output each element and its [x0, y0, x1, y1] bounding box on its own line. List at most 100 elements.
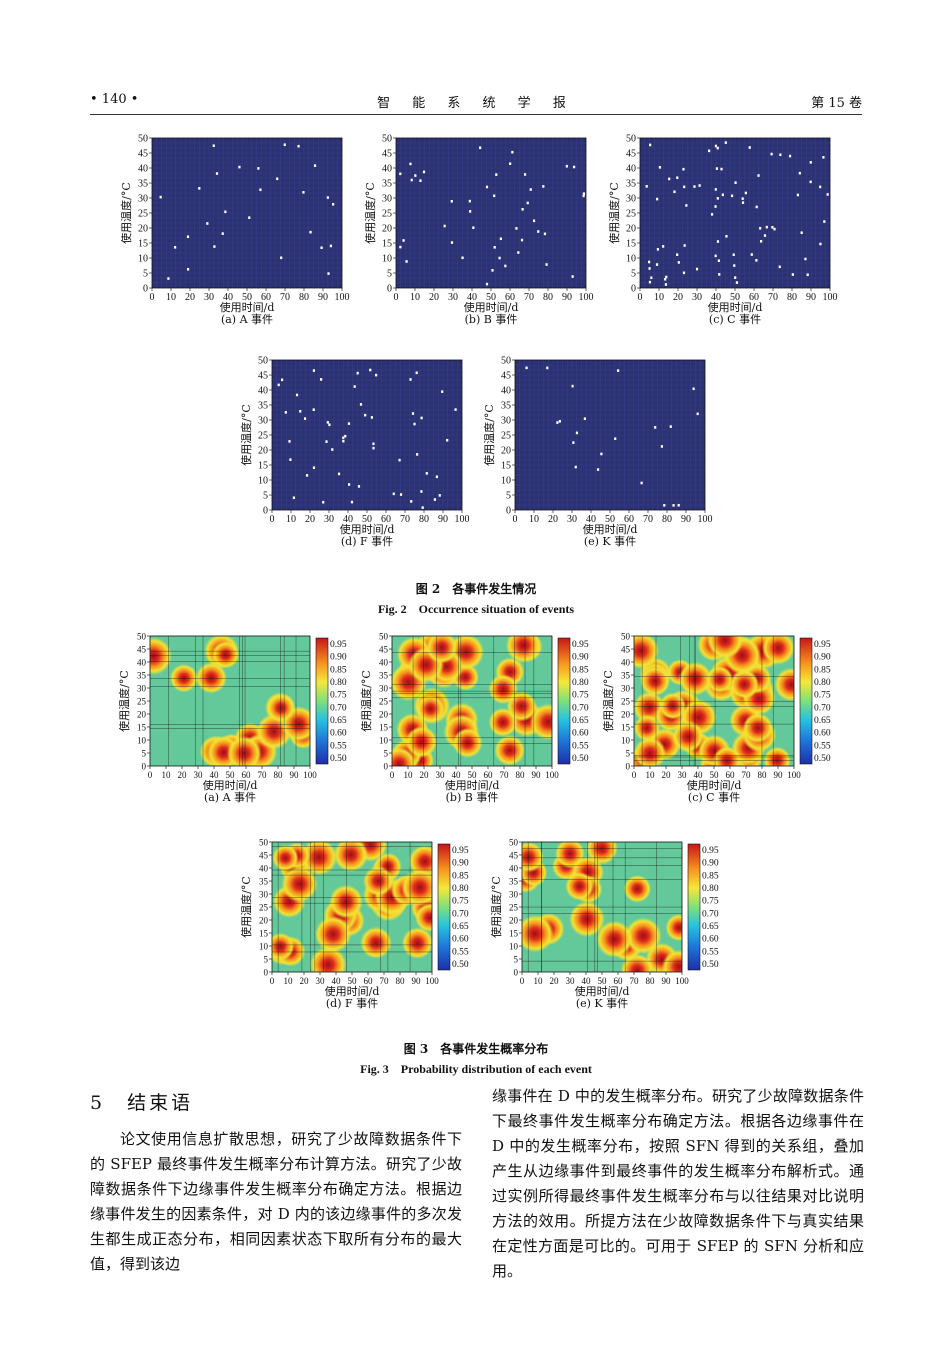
- x-tick-label: 40: [223, 292, 233, 303]
- occurrence-point: [733, 264, 736, 267]
- x-axis-label: 使用时间/d: [340, 523, 395, 536]
- x-tick-label: 70: [258, 770, 268, 780]
- probability-peak: [522, 842, 544, 873]
- y-axis-label: 使用温度/°C: [601, 670, 615, 732]
- occurrence-point: [655, 263, 659, 266]
- occurrence-point: [822, 156, 825, 159]
- probability-peak: [401, 927, 432, 959]
- occurrence-point: [755, 205, 758, 209]
- occurrence-point: [744, 191, 747, 195]
- y-tick-label: 0: [626, 762, 631, 772]
- probability-peak: [634, 737, 667, 766]
- occurrence-point: [332, 202, 335, 206]
- fig3-panel-d: 0 5 10 15 20 25 30 35 40 45 50 0 10 20 30 40 50 60 70 80 90 1…: [239, 838, 469, 1011]
- y-tick-label: 50: [509, 838, 519, 848]
- occurrence-point: [289, 458, 292, 461]
- fig2-panel-c: 0 5 10 15 20 25 30 35 40 45 50 0 10 20 30 40 50 60 70 80 90 1…: [607, 134, 838, 327]
- colorbar-tick-label: 0.60: [452, 935, 469, 945]
- occurrence-point: [804, 257, 807, 261]
- occurrence-point: [669, 425, 672, 428]
- occurrence-point: [493, 245, 496, 249]
- section-title: 5 结束语: [90, 1092, 194, 1114]
- y-tick-label: 15: [379, 723, 389, 733]
- colorbar-tick-label: 0.60: [330, 729, 347, 739]
- y-axis-label: 使用温度/°C: [607, 182, 621, 244]
- y-tick-label: 40: [258, 386, 268, 397]
- panel-label: (e) K 事件: [576, 997, 628, 1010]
- occurrence-point: [215, 172, 219, 175]
- occurrence-point: [614, 437, 617, 440]
- colorbar-tick-label: 0.70: [330, 703, 347, 713]
- y-tick-label: 15: [501, 461, 511, 472]
- probability-peak: [565, 871, 594, 901]
- x-tick-label: 10: [410, 292, 420, 303]
- occurrence-point: [259, 188, 262, 192]
- occurrence-point: [582, 192, 586, 195]
- x-tick-label: 40: [582, 976, 592, 986]
- header-rule: [90, 114, 862, 115]
- x-tick-label: 70: [630, 976, 640, 986]
- colorbar-tick-label: 0.85: [814, 665, 831, 675]
- y-tick-label: 5: [264, 955, 269, 965]
- x-tick-label: 20: [662, 770, 672, 780]
- y-tick-label: 15: [138, 239, 148, 250]
- x-tick-label: 100: [425, 976, 439, 986]
- fig3-caption-en: Fig. 3 Probability distribution of each …: [360, 1062, 592, 1076]
- occurrence-point: [582, 194, 585, 198]
- x-tick-label: 80: [662, 514, 672, 525]
- occurrence-point: [468, 199, 471, 203]
- probability-peak: [272, 844, 299, 872]
- occurrence-point: [364, 413, 367, 417]
- y-tick-label: 30: [626, 194, 636, 205]
- x-tick-label: 90: [412, 976, 422, 986]
- y-axis-label: 使用温度/°C: [119, 182, 133, 244]
- x-tick-label: 80: [516, 770, 526, 780]
- x-tick-label: 50: [468, 770, 478, 780]
- x-tick-label: 50: [605, 514, 615, 525]
- x-tick-label: 50: [486, 292, 496, 303]
- occurrence-point: [558, 419, 561, 423]
- occurrence-point: [654, 426, 657, 429]
- x-tick-label: 90: [532, 770, 542, 780]
- occurrence-point: [664, 283, 668, 286]
- x-tick-label: 30: [448, 292, 458, 303]
- y-tick-label: 45: [379, 645, 389, 655]
- x-tick-label: 80: [299, 292, 309, 303]
- y-tick-label: 25: [382, 209, 392, 220]
- occurrence-point: [532, 219, 536, 223]
- occurrence-point: [433, 498, 437, 501]
- occurrence-point: [248, 216, 251, 219]
- heat-blobs: [150, 636, 310, 766]
- occurrence-point: [695, 267, 699, 271]
- occurrence-point: [656, 248, 660, 251]
- x-tick-label: 30: [324, 514, 334, 525]
- occurrence-point: [650, 276, 653, 280]
- y-tick-label: 0: [384, 762, 389, 772]
- occurrence-point: [331, 448, 334, 451]
- x-tick-label: 20: [305, 514, 315, 525]
- body-right-column: 缘事件在 D 中的发生概率分布。研究了少故障数据条件下最终事件发生概率分布确定方…: [492, 1084, 864, 1284]
- y-tick-label: 5: [384, 749, 389, 759]
- occurrence-point: [660, 445, 664, 448]
- occurrence-point: [450, 199, 453, 203]
- occurrence-point: [718, 273, 721, 276]
- occurrence-point: [573, 165, 576, 169]
- colorbar-tick-label: 0.70: [814, 703, 831, 713]
- occurrence-point: [504, 264, 507, 268]
- occurrence-point: [369, 368, 372, 372]
- y-tick-label: 25: [137, 697, 147, 707]
- occurrence-point: [716, 240, 720, 243]
- probability-peak: [266, 693, 296, 723]
- occurrence-point: [359, 403, 363, 406]
- y-tick-label: 35: [137, 671, 147, 681]
- x-tick-label: 50: [598, 976, 608, 986]
- colorbar-tick-label: 0.80: [330, 678, 347, 688]
- panel-label: (b) B 事件: [465, 313, 518, 326]
- occurrence-point: [485, 282, 489, 286]
- y-tick-label: 45: [501, 371, 511, 382]
- probability-peak: [640, 666, 671, 697]
- occurrence-point: [806, 273, 809, 277]
- y-tick-label: 25: [138, 209, 148, 220]
- occurrence-point: [410, 178, 413, 182]
- occurrence-point: [327, 272, 330, 275]
